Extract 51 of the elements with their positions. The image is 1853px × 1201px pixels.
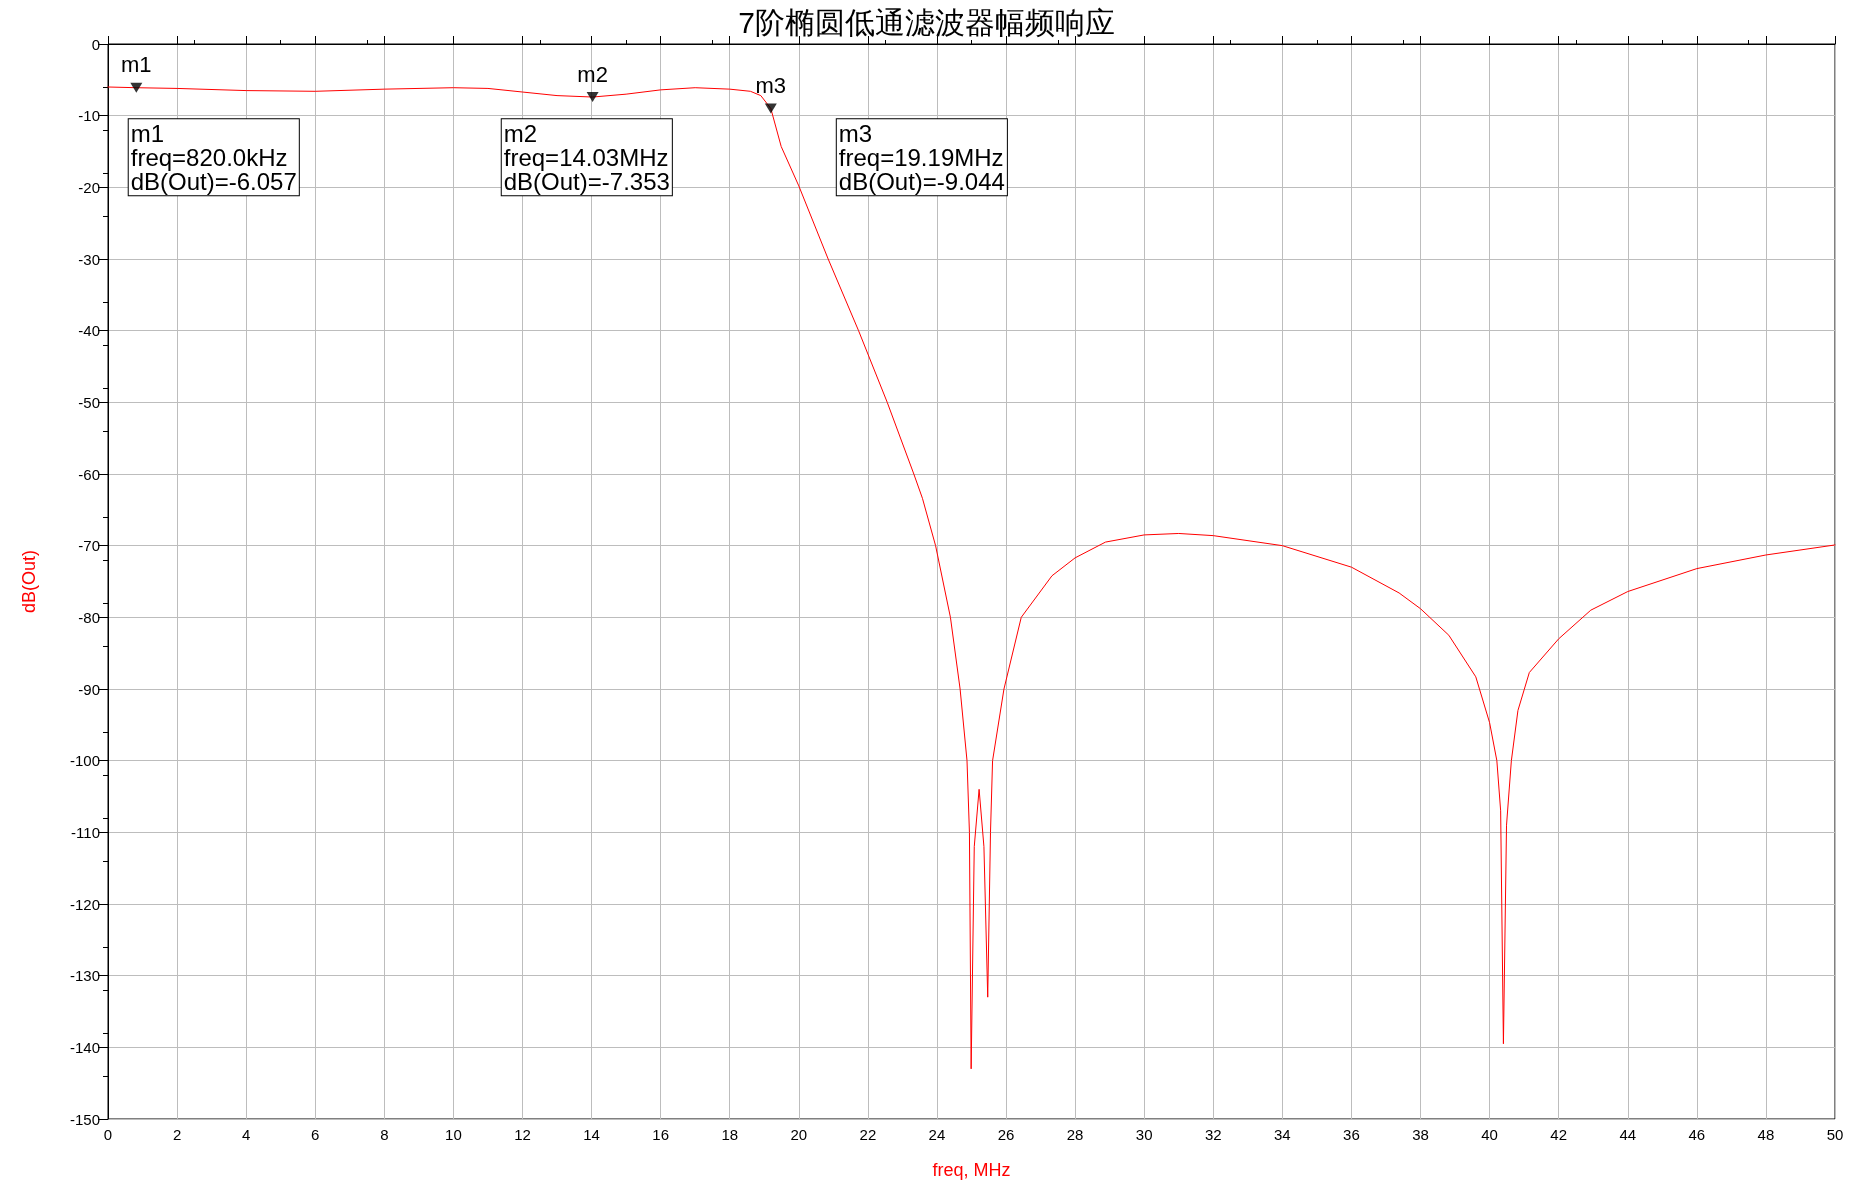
annotation: m3 freq=19.19MHz dB(Out)=-9.044: [838, 119, 1005, 195]
x-tick-label: 16: [652, 1126, 669, 1143]
x-tick-label: 34: [1274, 1126, 1291, 1143]
y-tick-label: -60: [78, 465, 100, 483]
annotation: m2: [577, 61, 608, 87]
y-tick-label: -140: [69, 1038, 100, 1056]
x-tick-label: 24: [928, 1126, 946, 1143]
x-tick-label: 32: [1204, 1126, 1222, 1143]
x-tick-label: 40: [1481, 1126, 1498, 1143]
x-axis-title: freq, MHz: [932, 1160, 1011, 1180]
x-tick-label: 12: [514, 1126, 531, 1143]
x-tick-label: 14: [583, 1126, 600, 1143]
y-tick-label: -40: [78, 322, 100, 340]
x-tick-label: 28: [1066, 1126, 1084, 1143]
x-tick-label: 20: [790, 1126, 808, 1143]
x-tick-label: 22: [859, 1126, 877, 1143]
y-tick-label: -10: [78, 107, 100, 125]
y-axis-title: dB(Out): [19, 549, 39, 614]
y-tick-label: -130: [69, 967, 100, 985]
x-tick-label: 46: [1688, 1126, 1706, 1143]
y-tick-label: -150: [69, 1110, 100, 1128]
x-tick-label: 6: [311, 1126, 320, 1143]
y-tick-label: -80: [78, 608, 100, 626]
y-tick-label: -100: [69, 752, 100, 770]
annotation: m1 freq=820.0kHz dB(Out)=-6.057: [130, 119, 297, 195]
y-tick-label: 0: [91, 35, 100, 53]
x-tick-label: 10: [445, 1126, 462, 1143]
x-tick-label: 18: [721, 1126, 739, 1143]
x-tick-label: 48: [1757, 1126, 1775, 1143]
y-tick-label: -110: [71, 823, 100, 841]
y-tick-label: -90: [78, 680, 100, 698]
x-tick-label: 2: [172, 1126, 182, 1143]
x-tick-label: 42: [1550, 1126, 1568, 1143]
annotation: m3: [755, 73, 787, 98]
annotation: m2 freq=14.03MHz dB(Out)=-7.353: [503, 119, 670, 195]
x-tick-label: 0: [103, 1126, 113, 1143]
x-tick-label: 36: [1343, 1126, 1360, 1143]
y-tick-label: -30: [78, 250, 100, 268]
chart-title: 7阶椭圆低通滤波器幅频响应: [738, 5, 1115, 39]
x-tick-label: 30: [1135, 1126, 1153, 1143]
annotation: m1: [121, 52, 152, 78]
y-tick-label: -50: [78, 393, 100, 411]
x-tick-label: 4: [241, 1126, 251, 1143]
x-tick-label: 44: [1619, 1126, 1637, 1143]
x-tick-label: 26: [997, 1126, 1015, 1143]
x-tick-label: 50: [1826, 1126, 1844, 1143]
y-tick-label: -70: [78, 537, 100, 555]
x-tick-label: 38: [1412, 1126, 1429, 1143]
y-tick-label: -120: [69, 895, 100, 913]
x-tick-label: 8: [380, 1126, 389, 1143]
y-tick-label: -20: [78, 178, 100, 196]
